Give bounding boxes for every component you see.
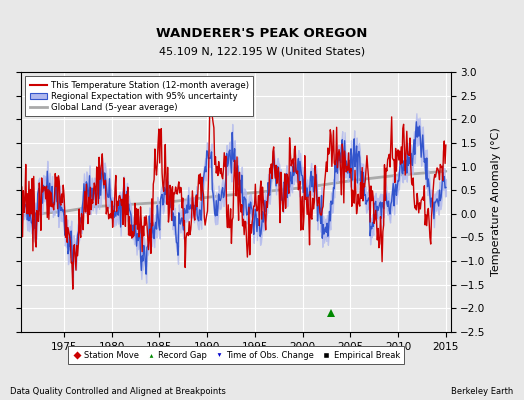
Text: 45.109 N, 122.195 W (United States): 45.109 N, 122.195 W (United States) [159, 46, 365, 56]
Text: WANDERER'S PEAK OREGON: WANDERER'S PEAK OREGON [156, 27, 368, 40]
Y-axis label: Temperature Anomaly (°C): Temperature Anomaly (°C) [492, 128, 501, 276]
Text: Berkeley Earth: Berkeley Earth [451, 387, 514, 396]
Legend: This Temperature Station (12-month average), Regional Expectation with 95% uncer: This Temperature Station (12-month avera… [25, 76, 254, 116]
Legend: Station Move, Record Gap, Time of Obs. Change, Empirical Break: Station Move, Record Gap, Time of Obs. C… [68, 346, 404, 364]
Text: Data Quality Controlled and Aligned at Breakpoints: Data Quality Controlled and Aligned at B… [10, 387, 226, 396]
